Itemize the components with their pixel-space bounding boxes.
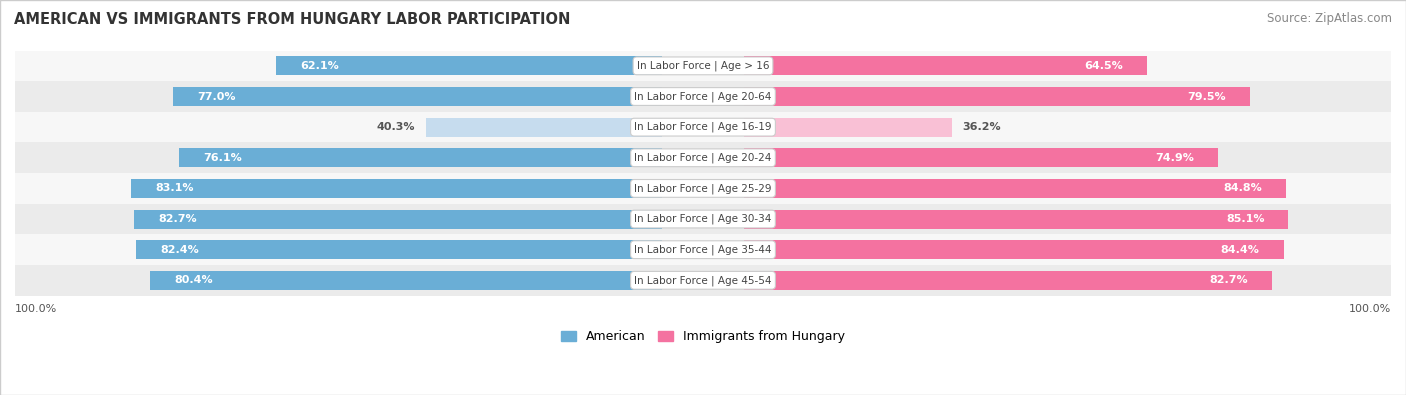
Text: 64.5%: 64.5% xyxy=(1084,61,1122,71)
Text: In Labor Force | Age 35-44: In Labor Force | Age 35-44 xyxy=(634,245,772,255)
Bar xyxy=(15,143,1391,173)
Bar xyxy=(744,210,1288,229)
Bar xyxy=(180,148,662,167)
Bar xyxy=(15,173,1391,204)
Text: 74.9%: 74.9% xyxy=(1156,153,1194,163)
Bar xyxy=(744,118,952,137)
Bar xyxy=(15,234,1391,265)
Bar xyxy=(744,56,1147,75)
Bar xyxy=(15,81,1391,112)
Bar xyxy=(15,265,1391,295)
Bar xyxy=(15,51,1391,81)
Bar xyxy=(136,240,662,259)
Text: In Labor Force | Age > 16: In Labor Force | Age > 16 xyxy=(637,60,769,71)
Text: 82.7%: 82.7% xyxy=(1209,275,1249,285)
Text: In Labor Force | Age 25-29: In Labor Force | Age 25-29 xyxy=(634,183,772,194)
Text: 84.4%: 84.4% xyxy=(1220,245,1260,255)
Text: In Labor Force | Age 16-19: In Labor Force | Age 16-19 xyxy=(634,122,772,132)
Text: 76.1%: 76.1% xyxy=(204,153,242,163)
Text: 77.0%: 77.0% xyxy=(197,92,236,102)
Bar xyxy=(15,204,1391,234)
Text: 80.4%: 80.4% xyxy=(174,275,212,285)
Bar xyxy=(131,179,662,198)
Text: 82.4%: 82.4% xyxy=(160,245,198,255)
Bar xyxy=(134,210,662,229)
Text: 62.1%: 62.1% xyxy=(299,61,339,71)
Text: In Labor Force | Age 45-54: In Labor Force | Age 45-54 xyxy=(634,275,772,286)
Text: 85.1%: 85.1% xyxy=(1226,214,1264,224)
Text: 83.1%: 83.1% xyxy=(155,183,194,194)
Legend: American, Immigrants from Hungary: American, Immigrants from Hungary xyxy=(561,330,845,343)
Bar xyxy=(426,118,662,137)
Bar xyxy=(744,240,1284,259)
Bar xyxy=(744,179,1286,198)
Text: 100.0%: 100.0% xyxy=(1348,304,1391,314)
Bar xyxy=(150,271,662,290)
Bar xyxy=(744,87,1250,106)
Text: 100.0%: 100.0% xyxy=(15,304,58,314)
Text: 36.2%: 36.2% xyxy=(962,122,1001,132)
Text: AMERICAN VS IMMIGRANTS FROM HUNGARY LABOR PARTICIPATION: AMERICAN VS IMMIGRANTS FROM HUNGARY LABO… xyxy=(14,12,571,27)
Text: Source: ZipAtlas.com: Source: ZipAtlas.com xyxy=(1267,12,1392,25)
Bar xyxy=(173,87,662,106)
Bar xyxy=(744,271,1272,290)
Text: 79.5%: 79.5% xyxy=(1187,92,1226,102)
Bar xyxy=(15,112,1391,143)
Text: 82.7%: 82.7% xyxy=(157,214,197,224)
Text: 40.3%: 40.3% xyxy=(377,122,415,132)
Text: 84.8%: 84.8% xyxy=(1223,183,1263,194)
Bar xyxy=(276,56,662,75)
Text: In Labor Force | Age 20-64: In Labor Force | Age 20-64 xyxy=(634,91,772,102)
Text: In Labor Force | Age 20-24: In Labor Force | Age 20-24 xyxy=(634,152,772,163)
Text: In Labor Force | Age 30-34: In Labor Force | Age 30-34 xyxy=(634,214,772,224)
Bar xyxy=(744,148,1219,167)
